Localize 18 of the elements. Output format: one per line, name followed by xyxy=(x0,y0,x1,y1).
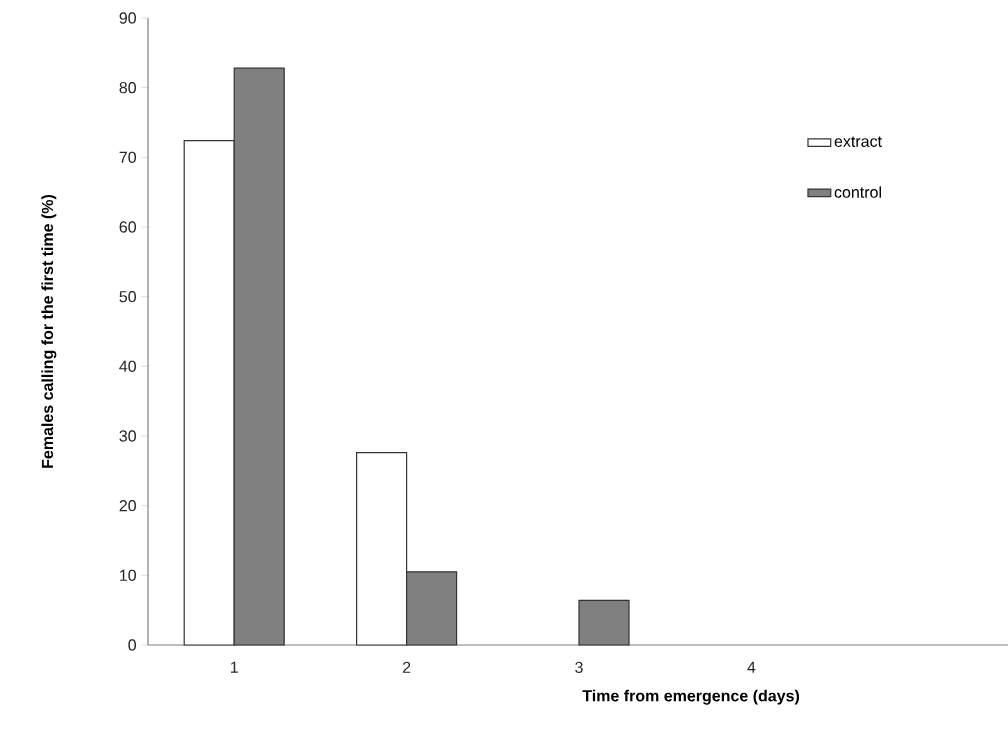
y-tick-label: 30 xyxy=(119,430,137,442)
x-tick-label: 4 xyxy=(747,661,756,673)
y-axis-title: Females calling for the first time (%) xyxy=(41,194,57,468)
y-tick-label: 0 xyxy=(128,639,137,651)
y-tick-label: 80 xyxy=(119,82,137,94)
y-tick-label: 40 xyxy=(119,360,137,372)
y-tick-label: 50 xyxy=(119,291,137,303)
y-tick-label: 10 xyxy=(120,569,137,581)
legend-label: extract xyxy=(834,136,882,147)
y-tick-label: 90 xyxy=(119,12,137,24)
x-tick-label: 3 xyxy=(575,661,583,674)
x-tick-label: 2 xyxy=(402,661,411,673)
legend-label: control xyxy=(834,186,881,198)
y-tick-label: 60 xyxy=(119,221,137,233)
x-tick-label: 1 xyxy=(230,661,238,673)
y-tick-label: 70 xyxy=(119,151,137,163)
x-axis-title: Time from emergence (days) xyxy=(582,689,800,705)
y-tick-label: 20 xyxy=(119,500,137,512)
